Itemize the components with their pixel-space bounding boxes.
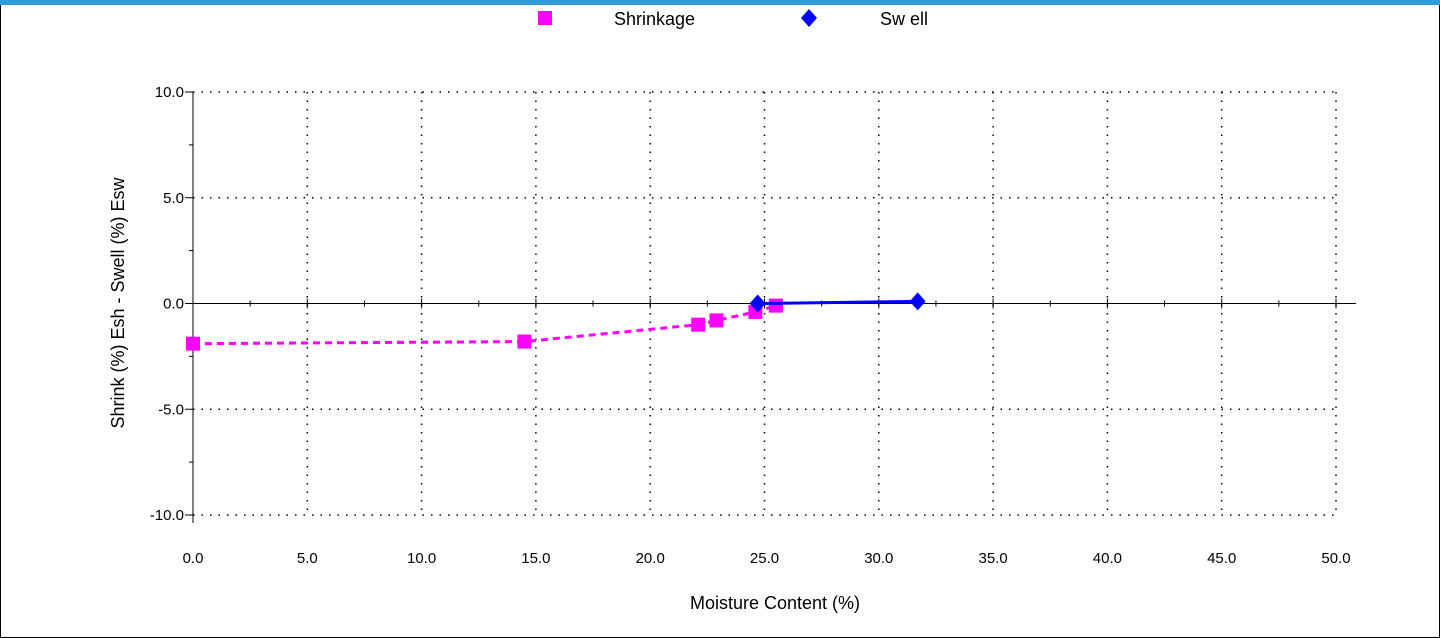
data-point xyxy=(186,336,200,351)
x-tick-label: 40.0 xyxy=(1093,550,1122,567)
data-point xyxy=(709,313,724,328)
data-point xyxy=(749,294,766,313)
legend-label: Shrinkage xyxy=(614,9,695,29)
data-point xyxy=(691,317,706,332)
data-point xyxy=(517,334,532,349)
grid-lines xyxy=(193,91,1337,516)
x-tick-label: 50.0 xyxy=(1321,550,1350,567)
series-1 xyxy=(749,292,926,313)
legend-item: Shrinkage xyxy=(538,9,695,29)
y-tick-label: 5.0 xyxy=(163,190,184,207)
x-tick-label: 5.0 xyxy=(297,550,318,567)
legend: Shrinkage Sw ell xyxy=(538,9,928,29)
x-tick-label: 20.0 xyxy=(636,550,665,567)
legend-label: Sw ell xyxy=(880,9,928,29)
x-tick-label: 35.0 xyxy=(978,550,1007,567)
x-tick-label: 45.0 xyxy=(1207,550,1236,567)
series-line xyxy=(757,299,918,305)
x-tick-label: 30.0 xyxy=(864,550,893,567)
legend-marker xyxy=(801,9,817,27)
y-tick-label: -10.0 xyxy=(150,507,184,524)
data-point xyxy=(768,298,783,313)
y-tick-label: 0.0 xyxy=(163,296,184,313)
x-tick-label: 0.0 xyxy=(183,550,204,567)
tick-labels: 0.0 5.0 10.0 15.0 20.0 25.0 30.0 35.0 40.0 45.0 50… xyxy=(150,84,1351,567)
data-series xyxy=(186,292,926,351)
x-tick-label: 25.0 xyxy=(750,550,779,567)
x-axis-title: Moisture Content (%) xyxy=(690,593,860,613)
legend-marker xyxy=(538,11,552,25)
legend-item: Sw ell xyxy=(801,9,928,29)
series-0 xyxy=(186,298,783,351)
x-tick-label: 10.0 xyxy=(407,550,436,567)
series-line xyxy=(192,304,777,346)
top-accent-bar xyxy=(0,0,1440,5)
y-axis-title: Shrink (%) Esh - Swell (%) Esw xyxy=(108,176,128,428)
y-tick-label: 10.0 xyxy=(155,84,184,101)
y-tick-label: -5.0 xyxy=(158,401,184,418)
data-point xyxy=(909,292,926,311)
x-tick-label: 15.0 xyxy=(521,550,550,567)
